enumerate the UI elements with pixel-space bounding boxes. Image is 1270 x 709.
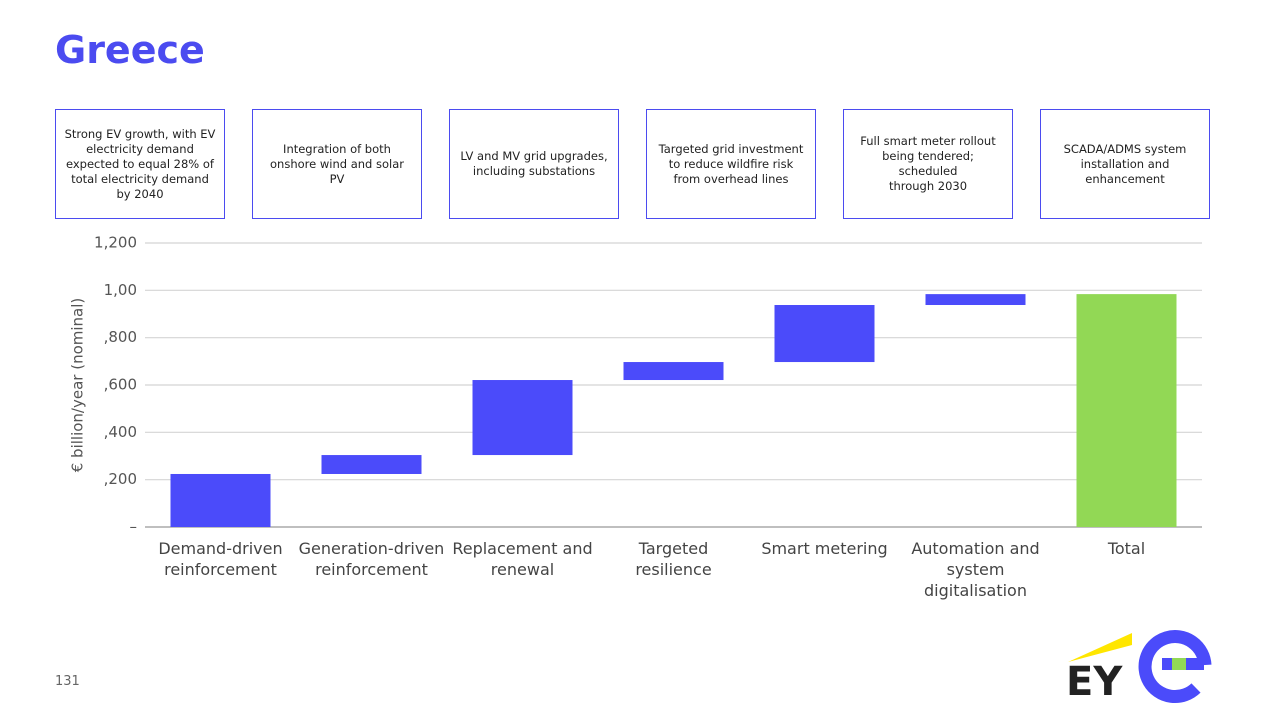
info-box: Strong EV growth, with EV electricity de… [55,109,225,219]
y-tick-label: 1,200 [94,234,137,252]
x-tick-label: Automation and system digitalisation [911,539,1040,600]
page-number: 131 [55,674,80,689]
x-tick-label: Targeted resilience [635,539,712,579]
x-tick-label: Replacement and renewal [452,539,593,579]
svg-text:EY: EY [1066,659,1123,705]
bar [774,305,875,363]
slide-title: Greece [55,28,205,72]
y-tick-label: 1,00 [104,281,137,299]
x-tick-label: Demand-driven reinforcement [158,539,283,579]
ey-logo: EY [1066,633,1132,705]
y-tick-label: – [130,518,138,536]
bar [925,294,1026,306]
total-bar [1076,294,1177,527]
bar [170,473,271,527]
y-tick-label: ,800 [104,328,137,346]
y-tick-label: ,600 [104,376,137,394]
y-tick-label: ,200 [104,470,137,488]
info-box: LV and MV grid upgrades, including subst… [449,109,619,219]
bar [321,455,422,474]
y-tick-label: ,400 [104,423,137,441]
x-tick-label: Smart metering [761,539,888,558]
bar [472,380,573,456]
info-box: SCADA/ADMS system installation and enhan… [1040,109,1210,219]
bar [623,362,724,381]
e-logo [1138,630,1212,704]
info-box: Targeted grid investment to reduce wildf… [646,109,816,219]
y-axis-label: € billion/year (nominal) [69,298,87,473]
info-box: Integration of both onshore wind and sol… [252,109,422,219]
x-tick-label: Generation-driven reinforcement [298,539,445,579]
x-tick-label: Total [1107,539,1146,558]
info-box: Full smart meter rollout being tendered;… [843,109,1013,219]
